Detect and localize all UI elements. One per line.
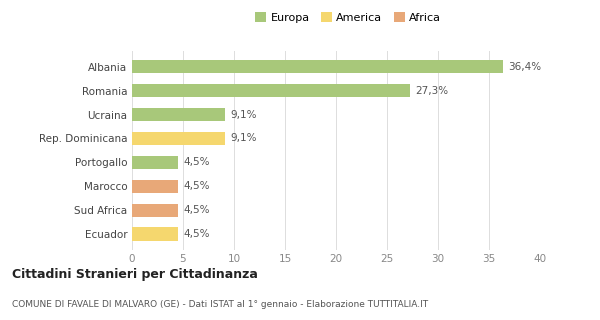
Text: COMUNE DI FAVALE DI MALVARO (GE) - Dati ISTAT al 1° gennaio - Elaborazione TUTTI: COMUNE DI FAVALE DI MALVARO (GE) - Dati … (12, 300, 428, 309)
Text: 9,1%: 9,1% (230, 133, 256, 143)
Bar (132, 132, 225, 145)
Text: 36,4%: 36,4% (508, 62, 542, 72)
Legend: Europa, America, Africa: Europa, America, Africa (255, 12, 441, 23)
Text: 9,1%: 9,1% (230, 109, 256, 120)
Text: 4,5%: 4,5% (183, 181, 209, 191)
Bar (132, 84, 410, 97)
Bar (132, 228, 178, 241)
Bar (132, 60, 503, 73)
Text: 27,3%: 27,3% (416, 86, 449, 96)
Text: 4,5%: 4,5% (183, 157, 209, 167)
Bar (132, 108, 225, 121)
Bar (132, 204, 178, 217)
Text: 4,5%: 4,5% (183, 205, 209, 215)
Text: Cittadini Stranieri per Cittadinanza: Cittadini Stranieri per Cittadinanza (12, 268, 258, 281)
Bar (132, 156, 178, 169)
Text: 4,5%: 4,5% (183, 229, 209, 239)
Bar (132, 180, 178, 193)
